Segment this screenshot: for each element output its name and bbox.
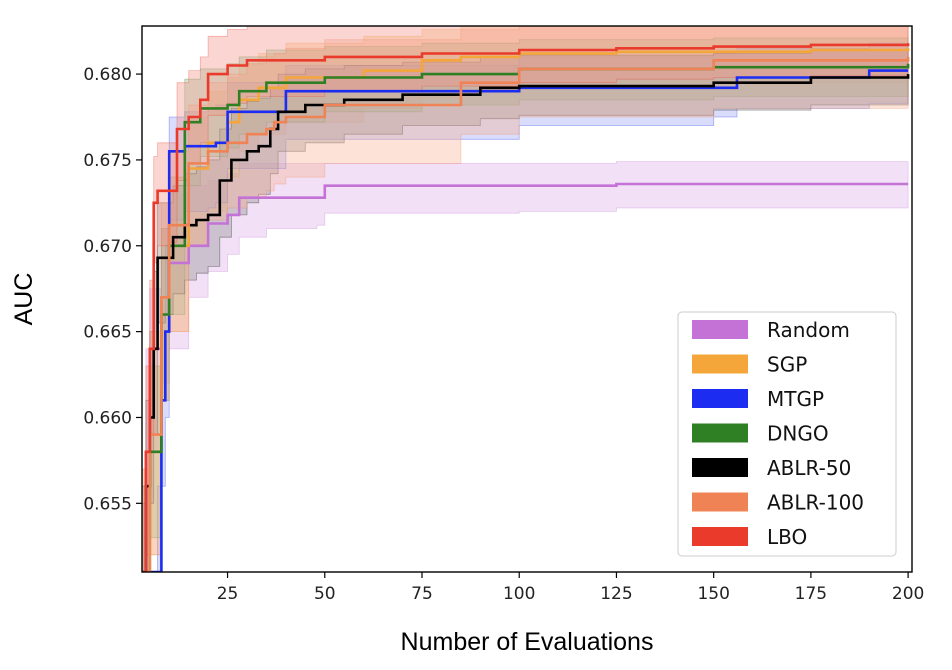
x-axis-title: Number of Evaluations bbox=[401, 628, 654, 656]
legend-label-ablr-100: ABLR-100 bbox=[767, 491, 864, 515]
x-tick-label: 150 bbox=[697, 584, 729, 604]
legend: Random SGP MTGP DNGO ABLR-50 ABLR-100 LBO bbox=[677, 311, 897, 557]
x-axis-ticks: 25 50 75 100 125 150 175 200 bbox=[217, 572, 924, 604]
legend-label-sgp: SGP bbox=[767, 353, 807, 377]
x-tick-label: 200 bbox=[892, 584, 924, 604]
legend-label-mtgp: MTGP bbox=[767, 387, 824, 411]
line-lbo bbox=[142, 43, 910, 572]
y-tick-label: 0.675 bbox=[83, 151, 132, 171]
legend-swatch-sgp bbox=[692, 354, 748, 374]
x-tick-label: 175 bbox=[795, 584, 827, 604]
y-axis-ticks: 0.655 0.660 0.665 0.670 0.675 0.680 bbox=[83, 65, 142, 514]
x-tick-label: 125 bbox=[600, 584, 632, 604]
x-tick-label: 100 bbox=[503, 584, 535, 604]
legend-swatch-lbo bbox=[692, 527, 748, 546]
band-ablr-50 bbox=[142, 48, 909, 572]
x-tick-label: 25 bbox=[217, 584, 239, 604]
y-tick-label: 0.660 bbox=[83, 408, 132, 428]
line-ablr-50 bbox=[142, 74, 910, 572]
x-tick-label: 75 bbox=[411, 584, 433, 604]
plot-frame bbox=[141, 25, 913, 573]
legend-label-lbo: LBO bbox=[767, 525, 807, 549]
band-sgp bbox=[142, 26, 909, 572]
x-tick-label: 50 bbox=[314, 584, 336, 604]
legend-label-ablr-50: ABLR-50 bbox=[767, 456, 851, 480]
legend-swatch-dngo bbox=[692, 423, 748, 443]
legend-swatch-random bbox=[692, 320, 748, 339]
line-ablr-100 bbox=[142, 56, 910, 572]
y-tick-label: 0.655 bbox=[83, 494, 132, 514]
confidence-bands bbox=[142, 26, 909, 572]
legend-label-random: Random bbox=[767, 318, 850, 342]
legend-swatch-ablr-100 bbox=[692, 492, 748, 512]
legend-label-dngo: DNGO bbox=[767, 422, 829, 446]
y-axis-title: AUC bbox=[10, 273, 38, 326]
y-tick-label: 0.670 bbox=[83, 237, 132, 257]
y-tick-label: 0.680 bbox=[83, 65, 132, 85]
y-tick-label: 0.665 bbox=[83, 323, 132, 343]
series-lines bbox=[142, 43, 910, 572]
legend-swatch-mtgp bbox=[692, 389, 748, 408]
legend-swatch-ablr-50 bbox=[692, 458, 748, 477]
